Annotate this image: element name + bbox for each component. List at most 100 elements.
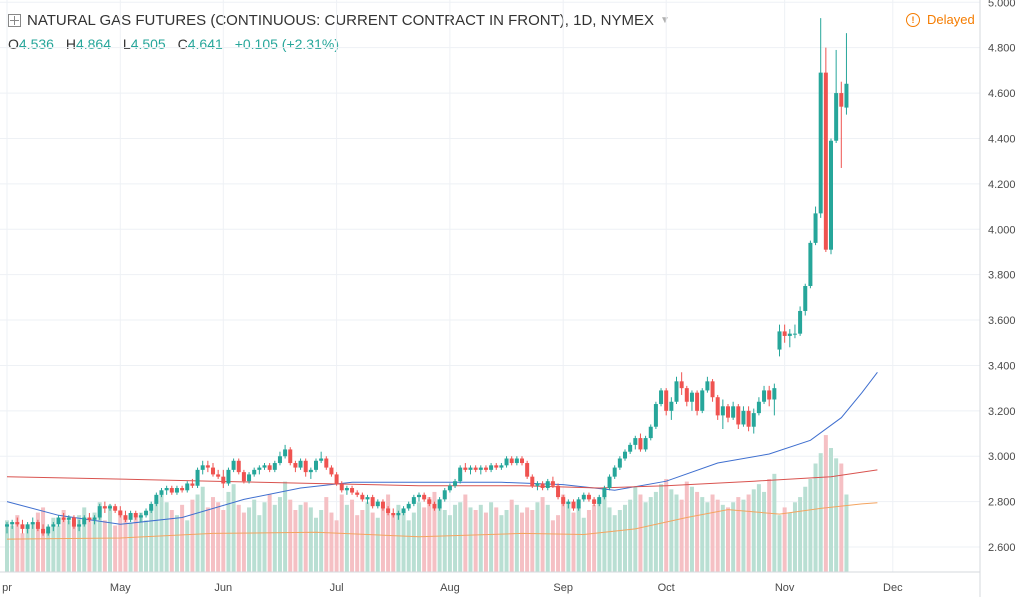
candle-body bbox=[241, 472, 246, 482]
candle-body bbox=[792, 333, 797, 335]
candle-body bbox=[417, 494, 421, 498]
candle-body bbox=[669, 401, 674, 411]
volume-bar bbox=[772, 473, 777, 572]
candle-body bbox=[432, 503, 437, 509]
volume-bar bbox=[411, 512, 416, 572]
candle-body bbox=[798, 310, 803, 334]
volume-bar bbox=[128, 522, 133, 572]
candle-body bbox=[834, 93, 839, 141]
candle-body bbox=[607, 476, 612, 489]
volume-bar bbox=[92, 512, 97, 572]
volume-bar bbox=[164, 502, 169, 572]
volume-bar bbox=[360, 510, 365, 572]
candle-body bbox=[509, 458, 514, 464]
candle-body bbox=[762, 390, 767, 402]
candle-body bbox=[283, 449, 288, 457]
volume-bar bbox=[545, 504, 550, 572]
candle-body bbox=[360, 494, 365, 500]
candle-body bbox=[514, 458, 519, 464]
volume-bar bbox=[653, 491, 658, 572]
volume-bar bbox=[561, 494, 566, 572]
volume-bar bbox=[180, 504, 185, 572]
volume-bars bbox=[5, 435, 849, 572]
volume-bar bbox=[705, 502, 710, 572]
volume-bar bbox=[829, 448, 833, 572]
volume-bar bbox=[123, 515, 128, 572]
candle-body bbox=[319, 458, 324, 461]
volume-bar bbox=[751, 489, 756, 572]
candle-body bbox=[30, 522, 35, 525]
candle-body bbox=[20, 524, 25, 529]
candle-body bbox=[277, 456, 282, 464]
candle-body bbox=[726, 406, 730, 418]
candle-body bbox=[787, 333, 792, 336]
volume-bar bbox=[442, 510, 447, 572]
volume-bar bbox=[5, 520, 9, 572]
candle-body bbox=[56, 517, 61, 525]
candle-body bbox=[736, 406, 741, 425]
x-tick-label: pr bbox=[2, 582, 12, 594]
candle-body bbox=[659, 390, 664, 405]
volume-bar bbox=[478, 504, 483, 572]
volume-bar bbox=[200, 486, 205, 572]
volume-bar bbox=[592, 504, 597, 572]
volume-bar bbox=[447, 515, 452, 572]
y-tick-label: 4.400 bbox=[988, 133, 1016, 145]
y-tick-label: 4.600 bbox=[988, 88, 1016, 100]
volume-bar bbox=[344, 504, 349, 572]
volume-bar bbox=[818, 453, 823, 572]
candle-body bbox=[211, 467, 215, 475]
candle-body bbox=[386, 508, 391, 513]
candle-body bbox=[200, 465, 205, 470]
volume-bar bbox=[308, 507, 313, 572]
candle-body bbox=[756, 401, 761, 414]
candle-body bbox=[839, 93, 844, 107]
candle-body bbox=[535, 483, 540, 486]
volume-bar bbox=[113, 525, 118, 572]
volume-bar bbox=[15, 515, 20, 572]
candle-body bbox=[205, 465, 210, 468]
volume-bar bbox=[185, 520, 190, 572]
volume-bar bbox=[659, 484, 664, 572]
x-tick-label: Jul bbox=[330, 582, 344, 594]
candle-body bbox=[437, 499, 442, 509]
candle-body bbox=[731, 406, 736, 418]
y-tick-label: 4.800 bbox=[988, 43, 1016, 55]
expand-icon[interactable] bbox=[8, 13, 21, 27]
candle-body bbox=[108, 506, 112, 509]
candle-body bbox=[97, 506, 102, 518]
delayed-badge[interactable]: ! Delayed bbox=[906, 12, 975, 27]
candle-body bbox=[262, 465, 267, 468]
candle-body bbox=[375, 501, 380, 507]
y-tick-label: 3.000 bbox=[988, 451, 1016, 463]
chevron-down-icon[interactable]: ▼ bbox=[659, 14, 670, 26]
volume-bar bbox=[71, 522, 76, 572]
volume-bar bbox=[288, 499, 293, 572]
candle-body bbox=[257, 467, 262, 470]
volume-bar bbox=[746, 494, 751, 572]
volume-bar bbox=[483, 512, 488, 572]
candle-body bbox=[159, 490, 164, 495]
volume-bar bbox=[51, 517, 56, 572]
y-tick-label: 2.600 bbox=[988, 542, 1016, 554]
volume-bar bbox=[82, 507, 87, 572]
candle-body bbox=[365, 497, 370, 500]
candle-body bbox=[149, 503, 154, 511]
candle-body bbox=[489, 465, 494, 470]
low-label: L bbox=[122, 36, 131, 52]
candle-body bbox=[10, 522, 15, 525]
candle-body bbox=[51, 524, 56, 527]
volume-bar bbox=[458, 502, 463, 572]
candle-body bbox=[550, 481, 555, 486]
candle-body bbox=[700, 390, 705, 411]
candle-body bbox=[576, 499, 581, 509]
candle-body bbox=[592, 499, 597, 504]
candle-body bbox=[35, 522, 40, 529]
x-tick-label: Nov bbox=[775, 582, 795, 594]
candle-body bbox=[334, 474, 339, 484]
candle-body bbox=[442, 490, 447, 500]
volume-bar bbox=[710, 494, 715, 572]
volume-bar bbox=[839, 463, 844, 572]
y-tick-label: 4.000 bbox=[988, 224, 1016, 236]
